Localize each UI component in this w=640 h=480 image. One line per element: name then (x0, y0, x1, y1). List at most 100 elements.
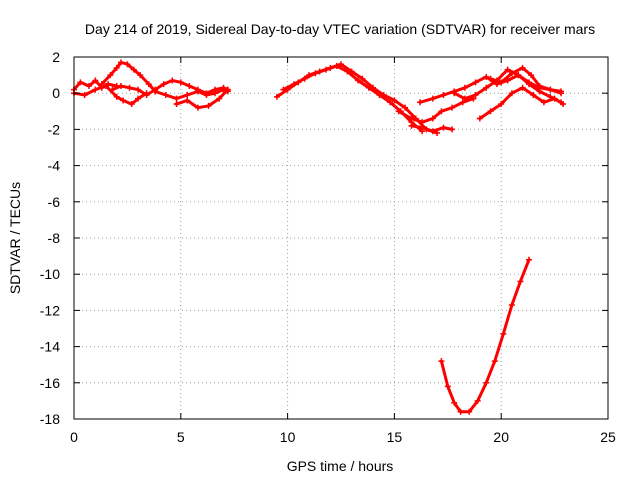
data-point (126, 84, 133, 91)
data-point (429, 115, 436, 122)
y-tick-label: -18 (40, 411, 60, 427)
data-point (365, 84, 372, 91)
y-tick-label: -12 (40, 302, 60, 318)
data-point (498, 79, 505, 86)
data-point (113, 93, 120, 100)
data-point (130, 66, 137, 73)
data-series (71, 59, 567, 415)
data-point (457, 408, 464, 415)
data-point (417, 99, 424, 106)
data-point (525, 256, 532, 263)
x-tick-label: 0 (70, 429, 78, 445)
data-point (508, 90, 515, 97)
data-point (359, 75, 366, 82)
series-arc-b4 (408, 122, 456, 135)
data-point (120, 97, 127, 104)
data-point (169, 77, 176, 84)
data-point (536, 88, 543, 95)
data-point (107, 72, 114, 79)
data-point (438, 108, 445, 115)
data-point (273, 93, 280, 100)
data-point (312, 70, 319, 77)
data-point (194, 88, 201, 95)
data-point (558, 90, 565, 97)
y-tick-label: -8 (48, 230, 61, 246)
data-point (461, 95, 468, 102)
data-point (113, 64, 120, 71)
y-tick-label: 0 (52, 85, 60, 101)
data-point (515, 72, 522, 79)
data-point (476, 115, 483, 122)
data-point (128, 101, 135, 108)
data-point (162, 92, 169, 99)
data-point (124, 61, 131, 68)
data-point (338, 61, 344, 68)
data-point (160, 81, 167, 88)
data-point (135, 86, 142, 93)
data-point (184, 97, 191, 104)
data-point (466, 408, 473, 415)
data-point (483, 84, 490, 91)
x-tick-label: 5 (177, 429, 185, 445)
data-point (491, 358, 498, 365)
grid-lines (74, 57, 608, 419)
y-tick-label: -14 (40, 339, 60, 355)
x-tick-label: 25 (600, 429, 616, 445)
data-point (184, 92, 191, 99)
y-tick-label: -10 (40, 266, 60, 282)
y-tick-label: -2 (48, 121, 61, 137)
data-point (429, 95, 436, 102)
data-point (186, 82, 193, 89)
x-tick-label: 20 (493, 429, 509, 445)
data-point (135, 95, 142, 102)
data-point (508, 70, 515, 77)
data-point (472, 79, 479, 86)
data-point (508, 301, 515, 308)
data-point (177, 79, 184, 86)
data-point (143, 92, 150, 99)
data-point (301, 75, 308, 82)
data-point (376, 92, 383, 99)
data-point (547, 86, 554, 93)
data-point (387, 99, 394, 106)
data-point (402, 104, 409, 111)
data-point (444, 383, 451, 390)
data-point (461, 84, 468, 91)
data-point (152, 88, 159, 95)
data-point (203, 92, 210, 99)
data-point (540, 99, 547, 106)
data-point (216, 95, 223, 102)
y-tick-label: -4 (48, 158, 61, 174)
data-point (451, 90, 458, 97)
data-point (81, 92, 88, 99)
chart-title: Day 214 of 2019, Sidereal Day-to-day VTE… (85, 21, 595, 37)
series-arc-b7 (476, 84, 567, 122)
data-point (472, 92, 479, 99)
y-tick-label: -16 (40, 375, 60, 391)
series-line (439, 258, 531, 414)
data-point (504, 66, 511, 73)
y-axis-label: SDTVAR / TECUs (7, 182, 23, 294)
data-point (291, 81, 298, 88)
data-point (395, 108, 402, 115)
data-point (519, 64, 526, 71)
data-point (440, 92, 447, 99)
x-axis-label: GPS time / hours (287, 458, 394, 474)
data-point (173, 101, 180, 108)
data-point (92, 86, 99, 93)
data-point (483, 379, 490, 386)
data-point (408, 115, 415, 122)
data-point (109, 86, 116, 93)
data-point (224, 86, 231, 93)
data-point (117, 59, 124, 66)
data-point (500, 330, 507, 337)
data-point (536, 82, 543, 89)
data-point (280, 86, 287, 93)
data-point (483, 73, 490, 80)
data-point (344, 68, 351, 75)
data-point (449, 104, 456, 111)
data-point (459, 99, 466, 106)
data-point (137, 72, 144, 79)
